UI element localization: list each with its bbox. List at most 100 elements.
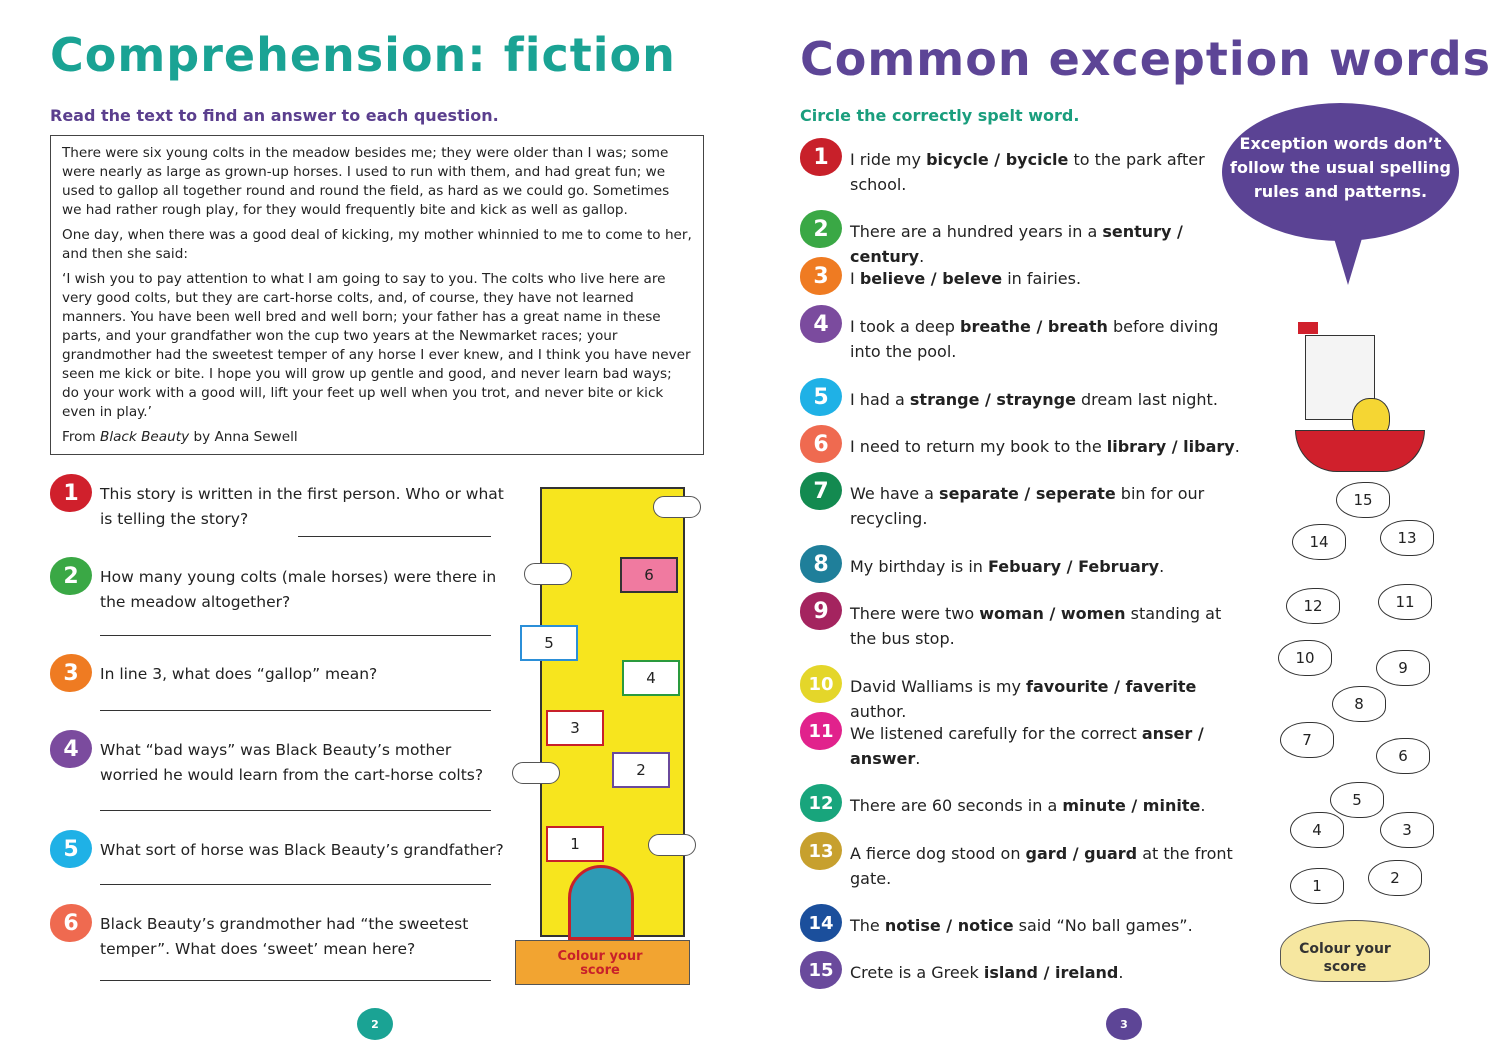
- cloud: [648, 834, 696, 856]
- word-choice[interactable]: minute / minite: [1062, 796, 1201, 815]
- item-number-badge: 5: [800, 378, 842, 416]
- word-choice[interactable]: Febuary / February: [988, 557, 1160, 576]
- answer-line[interactable]: [100, 810, 491, 811]
- sentence-text: A fierce dog stood on: [850, 844, 1026, 863]
- word-choice[interactable]: believe / beleve: [859, 269, 1003, 288]
- cloud: [524, 563, 572, 585]
- cloud: [653, 496, 701, 518]
- answer-line[interactable]: [298, 536, 491, 537]
- word-choice[interactable]: gard / guard: [1025, 844, 1138, 863]
- word-choice[interactable]: anser / answer: [850, 724, 1204, 768]
- item-number-badge: 14: [800, 904, 842, 942]
- spelling-item: 14 The notise / notice said “No ball game…: [800, 904, 1250, 942]
- item-number-badge: 6: [800, 425, 842, 463]
- right-instruction: Circle the correctly spelt word.: [800, 106, 1080, 125]
- item-sentence: There are 60 seconds in a minute / minit…: [850, 793, 1250, 818]
- score-fish[interactable]: 7: [1280, 722, 1334, 758]
- sentence-text: before diving into the pool.: [850, 317, 1219, 361]
- spelling-item: 10 David Walliams is my favourite / faver…: [800, 665, 1250, 724]
- spelling-item: 11 We listened carefully for the correct …: [800, 712, 1250, 771]
- spelling-item: 9 There were two woman / women standing a…: [800, 592, 1250, 651]
- spelling-item: 6 I need to return my book to the library…: [800, 425, 1250, 463]
- score-fish[interactable]: 10: [1278, 640, 1332, 676]
- sentence-text: dream last night.: [1075, 390, 1218, 409]
- passage-source: From Black Beauty by Anna Sewell: [62, 429, 298, 445]
- spelling-item: 7 We have a separate / seperate bin for o…: [800, 472, 1250, 531]
- word-choice[interactable]: library / libary: [1106, 437, 1235, 456]
- sentence-text: bin for our recycling.: [850, 484, 1205, 528]
- sentence-text: .: [1159, 557, 1165, 576]
- passage-paragraph: One day, when there was a good deal of k…: [62, 227, 692, 262]
- score-scroll[interactable]: 3: [546, 710, 604, 746]
- score-fish[interactable]: 3: [1380, 812, 1434, 848]
- sentence-text: author.: [850, 702, 907, 721]
- question-number-badge: 5: [50, 830, 92, 868]
- word-choice[interactable]: strange / straynge: [909, 390, 1076, 409]
- question-text: In line 3, what does “gallop” mean?: [100, 665, 378, 683]
- score-fish[interactable]: 6: [1376, 738, 1430, 774]
- score-rock: [1280, 920, 1430, 982]
- sentence-text: David Walliams is my: [850, 677, 1027, 696]
- word-choice[interactable]: breathe / breath: [959, 317, 1108, 336]
- spelling-item: 8 My birthday is in Febuary / February.: [800, 545, 1250, 583]
- sentence-text: We have a: [850, 484, 940, 503]
- score-fish[interactable]: 12: [1286, 588, 1340, 624]
- left-page-title: Comprehension: fiction: [50, 28, 676, 82]
- sentence-text: I ride my: [850, 150, 927, 169]
- item-sentence: The notise / notice said “No ball games”…: [850, 913, 1250, 938]
- sentence-text: said “No ball games”.: [1013, 916, 1193, 935]
- score-fish[interactable]: 5: [1330, 782, 1384, 818]
- item-sentence: Crete is a Greek island / ireland.: [850, 960, 1250, 985]
- passage-box: There were six young colts in the meadow…: [50, 135, 704, 455]
- score-scroll[interactable]: 6: [620, 557, 678, 593]
- score-scroll[interactable]: 1: [546, 826, 604, 862]
- score-fish[interactable]: 13: [1380, 520, 1434, 556]
- score-fish[interactable]: 8: [1332, 686, 1386, 722]
- item-number-badge: 11: [800, 712, 842, 750]
- question-text: How many young colts (male horses) were …: [100, 568, 497, 611]
- word-choice[interactable]: bicycle / bycicle: [926, 150, 1069, 169]
- sentence-text: I need to return my book to the: [850, 437, 1107, 456]
- tower-steps: [515, 940, 690, 985]
- item-sentence: I took a deep breathe / breath before di…: [850, 314, 1250, 364]
- sentence-text: There are a hundred years in a: [850, 222, 1103, 241]
- speech-bubble: Exception words don’t follow the usual s…: [1222, 103, 1459, 241]
- score-fish[interactable]: 15: [1336, 482, 1390, 518]
- word-choice[interactable]: island / ireland: [983, 963, 1119, 982]
- left-instruction: Read the text to find an answer to each …: [50, 106, 499, 125]
- word-choice[interactable]: separate / seperate: [939, 484, 1116, 503]
- question-text: This story is written in the first perso…: [100, 485, 504, 528]
- answer-line[interactable]: [100, 884, 491, 885]
- score-fish[interactable]: 11: [1378, 584, 1432, 620]
- book-title: Black Beauty: [100, 429, 190, 445]
- score-scroll[interactable]: 4: [622, 660, 680, 696]
- score-fish[interactable]: 4: [1290, 812, 1344, 848]
- score-fish[interactable]: 1: [1290, 868, 1344, 904]
- score-fish[interactable]: 14: [1292, 524, 1346, 560]
- word-choice[interactable]: favourite / faverite: [1026, 677, 1197, 696]
- item-sentence: I had a strange / straynge dream last ni…: [850, 387, 1250, 412]
- item-sentence: I need to return my book to the library …: [850, 434, 1250, 459]
- item-sentence: We have a separate / seperate bin for ou…: [850, 481, 1250, 531]
- item-sentence: A fierce dog stood on gard / guard at th…: [850, 841, 1250, 891]
- answer-line[interactable]: [100, 980, 491, 981]
- answer-line[interactable]: [100, 710, 491, 711]
- item-sentence: David Walliams is my favourite / faverit…: [850, 674, 1250, 724]
- word-choice[interactable]: sentury / century: [850, 222, 1183, 266]
- question: 4 What “bad ways” was Black Beauty’s moth…: [50, 730, 510, 788]
- score-scroll[interactable]: 2: [612, 752, 670, 788]
- question-number-badge: 3: [50, 654, 92, 692]
- boat-flag: [1298, 322, 1318, 334]
- item-number-badge: 15: [800, 951, 842, 989]
- sentence-text: .: [919, 247, 925, 266]
- score-fish[interactable]: 9: [1376, 650, 1430, 686]
- spelling-item: 15 Crete is a Greek island / ireland.: [800, 951, 1250, 989]
- score-fish[interactable]: 2: [1368, 860, 1422, 896]
- item-sentence: I believe / beleve in fairies.: [850, 266, 1250, 291]
- score-scroll[interactable]: 5: [520, 625, 578, 661]
- question-number-badge: 6: [50, 904, 92, 942]
- word-choice[interactable]: woman / women: [979, 604, 1126, 623]
- answer-line[interactable]: [100, 635, 491, 636]
- word-choice[interactable]: notise / notice: [884, 916, 1014, 935]
